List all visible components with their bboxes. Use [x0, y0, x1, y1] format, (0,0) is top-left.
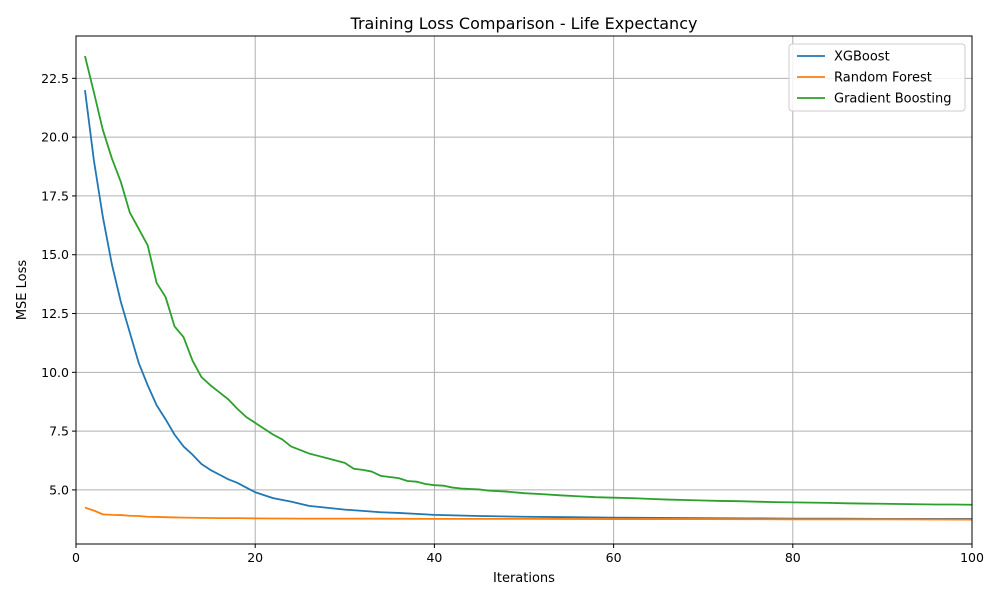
series-line-random-forest: [84, 506, 973, 521]
y-tick-label: 10.0: [41, 365, 69, 380]
x-tick-label: 100: [960, 550, 984, 565]
grid: [75, 36, 973, 544]
y-tick-label: 15.0: [41, 247, 69, 262]
x-tick-label: 20: [247, 550, 263, 565]
x-tick-label: 0: [72, 550, 80, 565]
x-tick-label: 40: [426, 550, 442, 565]
y-tick-label: 22.5: [41, 71, 69, 86]
legend-label-random-forest: Random Forest: [834, 71, 932, 86]
y-tick-label: 7.5: [49, 424, 69, 439]
series-line-xgboost: [84, 89, 972, 520]
chart-title: Training Loss Comparison - Life Expectan…: [350, 14, 698, 33]
x-tick-label: 60: [606, 550, 622, 565]
y-tick-label: 12.5: [41, 306, 69, 321]
legend-label-xgboost: XGBoost: [834, 50, 890, 65]
x-tick-label: 80: [785, 550, 801, 565]
legend-box: [788, 43, 966, 112]
y-tick-label: 20.0: [41, 130, 69, 145]
legend: XGBoost Random Forest Gradient Boosting: [788, 43, 966, 112]
x-axis-label: Iterations: [493, 571, 555, 586]
series-lines: [84, 55, 973, 521]
legend-label-gradient-boosting: Gradient Boosting: [834, 92, 952, 107]
y-tick-label: 5.0: [49, 482, 69, 497]
y-axis-label: MSE Loss: [15, 260, 30, 321]
plot-frame: [75, 35, 973, 545]
axis-ticks: 0 20 40 60 80 100 5.0 7.5 10.0 12.5 15.0 17.5 20.0 22…: [41, 71, 984, 565]
y-tick-label: 17.5: [41, 188, 69, 203]
series-line-gradient-boosting: [84, 55, 973, 506]
